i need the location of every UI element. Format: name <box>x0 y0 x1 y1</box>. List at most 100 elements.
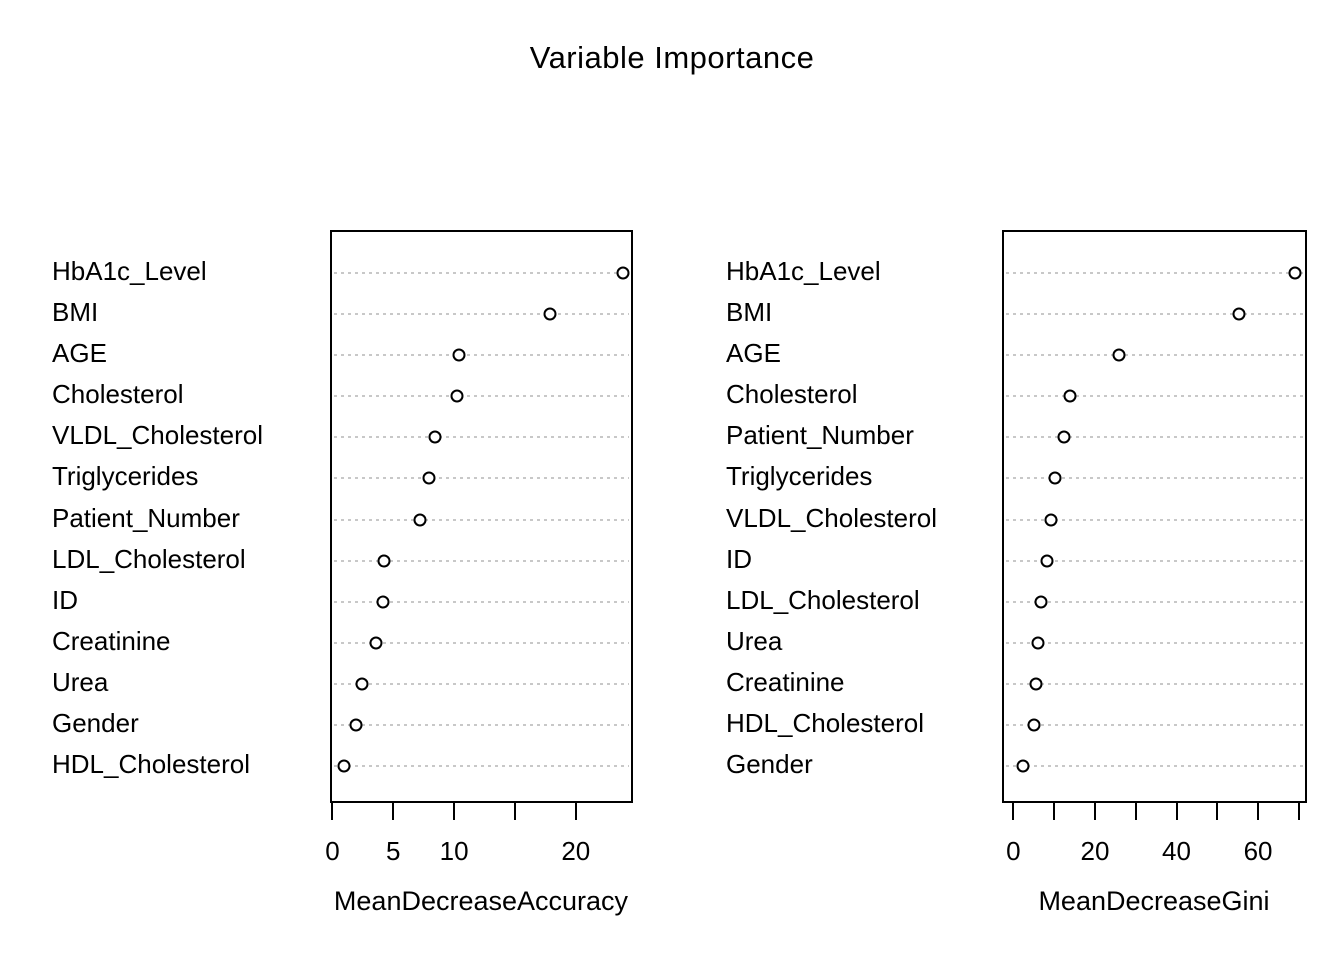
axis-tick <box>574 803 577 820</box>
gridline <box>334 600 629 603</box>
data-point-cholesterol <box>450 389 464 403</box>
data-point-gender <box>1016 759 1030 773</box>
category-label-age: AGE <box>726 338 781 369</box>
gridline <box>1006 395 1303 398</box>
gridline <box>334 436 629 439</box>
gridline <box>334 518 629 521</box>
category-label-urea: Urea <box>726 625 783 656</box>
data-point-bmi <box>543 307 557 321</box>
axis-tick-label: 60 <box>1243 836 1273 866</box>
category-label-gender: Gender <box>726 749 813 779</box>
data-point-ldl_cholesterol <box>1034 595 1048 609</box>
gridline <box>1006 313 1303 316</box>
data-point-gender <box>349 718 363 732</box>
category-label-hdl_cholesterol: HDL_Cholesterol <box>52 749 250 779</box>
gridline <box>1006 477 1303 480</box>
data-point-ldl_cholesterol <box>377 554 391 568</box>
gridline <box>334 682 629 685</box>
gridline <box>334 395 629 398</box>
x-axis-title-gini: MeanDecreaseGini <box>1038 886 1270 916</box>
category-label-patient_number: Patient_Number <box>52 502 240 533</box>
data-point-id <box>1040 554 1054 568</box>
gridline <box>1006 272 1303 274</box>
data-point-bmi <box>1232 307 1246 321</box>
gridline <box>334 477 629 480</box>
data-point-age <box>1112 348 1126 362</box>
axis-tick-label: 0 <box>1006 836 1021 866</box>
gridline <box>334 641 629 644</box>
axis-tick <box>392 803 395 820</box>
axis-tick <box>453 803 456 820</box>
plot-area-accuracy <box>330 230 633 803</box>
category-label-patient_number: Patient_Number <box>726 420 914 451</box>
gridline <box>1006 682 1303 685</box>
data-point-vldl_cholesterol <box>1044 513 1058 526</box>
category-label-hba1c_level: HbA1c_Level <box>726 256 881 286</box>
data-point-creatinine <box>369 636 383 650</box>
gridline <box>334 354 629 357</box>
data-point-triglycerides <box>1048 471 1062 485</box>
data-point-hdl_cholesterol <box>337 759 351 773</box>
axis-tick <box>1053 803 1056 820</box>
axis-tick-label: 0 <box>325 836 340 866</box>
gridline <box>1006 354 1303 357</box>
axis-tick <box>1012 803 1015 820</box>
axis-tick <box>1093 803 1096 820</box>
gridline <box>1006 600 1303 603</box>
data-point-age <box>452 348 466 362</box>
data-point-urea <box>1031 636 1045 650</box>
category-label-id: ID <box>52 584 78 615</box>
axis-tick-label: 5 <box>386 836 401 866</box>
axis-tick-label: 40 <box>1162 836 1191 866</box>
x-axis-title-accuracy: MeanDecreaseAccuracy <box>333 886 629 916</box>
category-label-bmi: BMI <box>52 297 99 328</box>
axis-tick-label: 20 <box>561 836 591 866</box>
data-point-hba1c_level <box>1288 266 1302 280</box>
gridline <box>334 272 629 274</box>
axis-tick-label: 10 <box>439 836 469 866</box>
axis-tick <box>513 803 516 820</box>
category-label-triglycerides: Triglycerides <box>52 461 199 492</box>
data-point-vldl_cholesterol <box>428 430 442 444</box>
axis-tick <box>1257 803 1260 820</box>
data-point-id <box>376 595 390 609</box>
category-label-cholesterol: Cholesterol <box>52 379 184 410</box>
category-label-creatinine: Creatinine <box>726 666 845 697</box>
data-point-triglycerides <box>422 471 436 485</box>
gridline <box>1006 436 1303 439</box>
data-point-creatinine <box>1029 677 1043 691</box>
data-point-patient_number <box>1057 430 1071 444</box>
data-point-urea <box>355 677 369 691</box>
category-label-cholesterol: Cholesterol <box>726 379 858 410</box>
gridline <box>1006 765 1303 767</box>
axis-tick <box>1175 803 1178 820</box>
gridline <box>334 313 629 316</box>
gridline <box>334 765 629 767</box>
gridline <box>334 723 629 726</box>
category-label-creatinine: Creatinine <box>52 625 171 656</box>
category-label-id: ID <box>726 543 752 574</box>
category-label-triglycerides: Triglycerides <box>726 461 873 492</box>
category-label-age: AGE <box>52 338 107 369</box>
gridline <box>1006 641 1303 644</box>
plot-area-gini <box>1002 230 1307 803</box>
category-label-ldl_cholesterol: LDL_Cholesterol <box>52 543 246 574</box>
category-label-urea: Urea <box>52 666 109 697</box>
gridline <box>1006 518 1303 521</box>
axis-tick <box>331 803 334 820</box>
category-label-hba1c_level: HbA1c_Level <box>52 256 207 286</box>
category-label-gender: Gender <box>52 707 139 738</box>
chart-title: Variable Importance <box>529 40 815 75</box>
axis-tick-label: 20 <box>1080 836 1110 866</box>
gridline <box>1006 559 1303 562</box>
axis-tick <box>1216 803 1219 820</box>
data-point-patient_number <box>413 513 427 526</box>
gridline <box>1006 723 1303 726</box>
data-point-hdl_cholesterol <box>1027 718 1041 732</box>
category-label-bmi: BMI <box>726 297 773 328</box>
category-label-vldl_cholesterol: VLDL_Cholesterol <box>52 420 264 451</box>
category-label-vldl_cholesterol: VLDL_Cholesterol <box>726 502 938 533</box>
axis-tick <box>1297 803 1300 820</box>
category-label-ldl_cholesterol: LDL_Cholesterol <box>726 584 920 615</box>
